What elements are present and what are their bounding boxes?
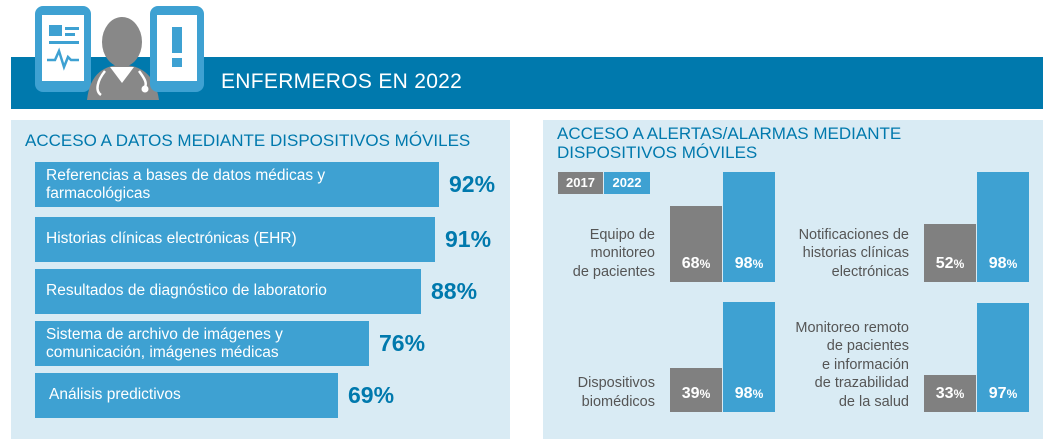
vbar-value-2-2017: 52% [935, 255, 965, 272]
vbar-group-label-3: Dispositivos biomédicos [515, 374, 655, 411]
vbar-3-2022 [723, 302, 775, 412]
vbar-value-4-2022: 97% [988, 385, 1018, 402]
vbar-value-1-2022: 98% [734, 255, 764, 272]
vbar-value-4-2017: 33% [935, 385, 965, 402]
hbar-label-line: farmacológicas [46, 185, 151, 202]
vbar-3-2017 [670, 368, 722, 412]
right-chart-title: ACCESO A ALERTAS/ALARMAS MEDIANTE DISPOS… [557, 124, 901, 162]
hbar-3 [35, 269, 421, 314]
vbar-value-3-2022: 98% [734, 385, 764, 402]
vbar-value-3-2017: 39% [681, 385, 711, 402]
vbar-2-2017 [924, 224, 976, 282]
hbar-label-line: Resultados de diagnóstico de laboratorio [46, 282, 327, 299]
vbar-group-label-line: Notificaciones de [798, 226, 909, 243]
hbar-5 [35, 373, 338, 418]
vbar-group-label-line: de trazabilidad [814, 375, 909, 391]
alert-device-icon [150, 6, 204, 92]
clipboard-chart-icon [35, 6, 91, 92]
hbar-1 [35, 162, 439, 207]
stethoscope-icon [96, 70, 149, 97]
vbar-group-label-line: historias clínicas [802, 245, 909, 261]
hbar-label-line: Análisis predictivos [49, 386, 181, 403]
vbar-group-label-line: Monitoreo remoto [795, 319, 909, 336]
hbar-label-line: Historias clínicas electrónicas (EHR) [46, 230, 297, 247]
vbar-group-label-2: Notificaciones de historias clínicas elect… [769, 226, 909, 282]
hbar-2 [35, 217, 435, 262]
vbar-group-label-1: Equipo de monitoreo de pacientes [515, 226, 655, 282]
vbar-value-2-2022: 98% [988, 255, 1018, 272]
vbar-4-2017 [924, 375, 976, 412]
hbar-label-2: Historias clínicas electrónicas (EHR) [35, 230, 432, 248]
vbar-group-label-line: monitoreo [590, 245, 655, 261]
hbar-value-5: 69% [348, 382, 395, 408]
vbar-1-2017 [670, 206, 722, 282]
vbar-group-label-line: Dispositivos [577, 375, 655, 391]
hbar-label-3: Resultados de diagnóstico de laboratorio [35, 282, 418, 300]
vbar-group-label-line: e información [821, 356, 909, 373]
right-chart-title-line-1: ACCESO A ALERTAS/ALARMAS MEDIANTE [557, 124, 902, 143]
hbar-label-1: Referencias a bases de datos médicas y fa… [35, 167, 436, 203]
vbar-group-label-line: Equipo de [589, 226, 655, 243]
hbar-4 [35, 321, 369, 366]
page-title: ENFERMEROS EN 2022 [221, 70, 463, 93]
vbar-group-label-4: Monitoreo remoto de pacientes e informació… [769, 319, 909, 412]
right-chart-title-line-2: DISPOSITIVOS MÓVILES [557, 143, 758, 162]
hbar-label-4: Sistema de archivo de imágenes y comunica… [35, 326, 366, 362]
hbar-value-1: 92% [449, 171, 496, 197]
vbar-group-label-line: de pacientes [572, 263, 655, 280]
header-illustration [35, 6, 204, 100]
vbar-value-1-2017: 68% [681, 255, 711, 272]
hbar-value-4: 76% [379, 330, 426, 356]
vbar-2-2022 [977, 172, 1029, 282]
vbar-group-label-line: electrónicas [831, 263, 909, 280]
vbar-group-label-line: de la salud [838, 393, 909, 410]
hbar-label-line: Sistema de archivo de imágenes y [46, 326, 283, 343]
hbar-label-5: Análisis predictivos [38, 386, 338, 404]
hbar-label-line: Referencias a bases de datos médicas y [46, 167, 326, 184]
left-chart-title: ACCESO A DATOS MEDIANTE DISPOSITIVOS MÓV… [25, 131, 471, 150]
vbar-group-label-line: biomédicos [581, 393, 655, 410]
vbar-4-2022 [977, 303, 1029, 412]
mobile-data-access-panel: ACCESO A DATOS MEDIANTE DISPOSITIVOS MÓV… [11, 120, 510, 439]
vbar-group-label-line: de pacientes [826, 338, 909, 354]
hbar-value-3: 88% [431, 278, 478, 304]
vbar-1-2022 [723, 172, 775, 282]
hbar-value-2: 91% [445, 226, 492, 252]
legend-2017: 2017 [558, 172, 603, 194]
legend-2022: 2022 [604, 172, 650, 194]
hbar-label-line: comunicación, imágenes médicas [46, 344, 279, 361]
